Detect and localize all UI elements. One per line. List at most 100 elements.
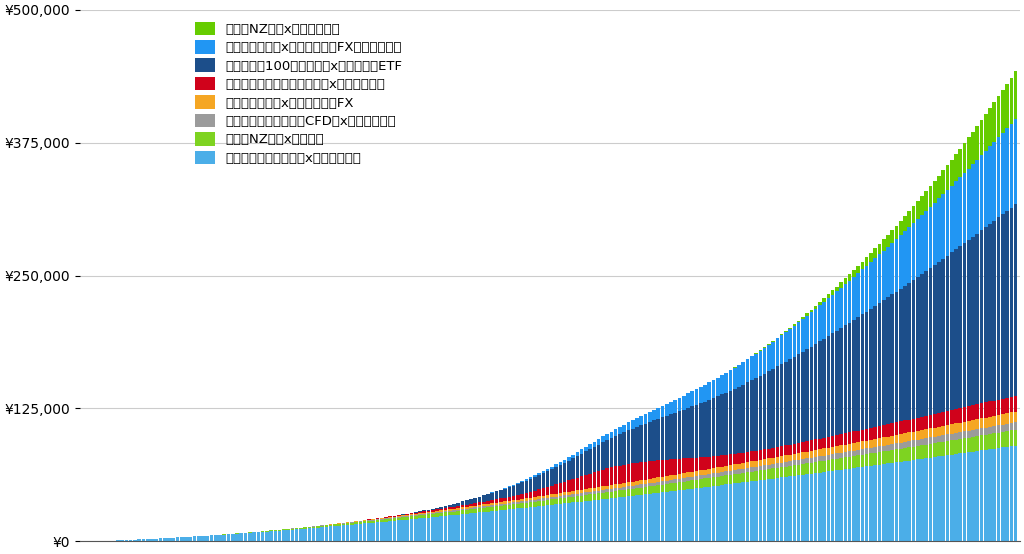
Bar [567, 480, 570, 492]
Bar [648, 479, 651, 483]
Bar [499, 504, 503, 506]
Bar [618, 488, 622, 490]
Bar [763, 480, 766, 541]
Bar [447, 512, 452, 515]
Bar [414, 519, 418, 541]
Bar [236, 534, 239, 541]
Bar [524, 493, 528, 498]
Bar [950, 424, 953, 434]
Bar [980, 418, 983, 428]
Bar [524, 480, 528, 493]
Bar [737, 464, 740, 469]
Bar [486, 511, 489, 541]
Bar [750, 380, 754, 452]
Bar [836, 286, 839, 291]
Bar [593, 472, 596, 488]
Bar [699, 479, 702, 488]
Bar [597, 471, 600, 487]
Bar [775, 337, 779, 338]
Bar [516, 483, 519, 484]
Bar [303, 529, 307, 541]
Bar [644, 487, 647, 494]
Bar [771, 464, 775, 469]
Bar [763, 470, 766, 480]
Bar [184, 537, 187, 541]
Bar [741, 453, 745, 463]
Bar [801, 475, 805, 541]
Bar [899, 220, 902, 235]
Bar [299, 529, 303, 541]
Bar [508, 487, 511, 496]
Bar [678, 411, 681, 459]
Bar [686, 478, 690, 481]
Bar [793, 444, 797, 454]
Bar [593, 447, 596, 472]
Bar [733, 464, 736, 470]
Bar [869, 262, 872, 309]
Bar [741, 384, 745, 453]
Bar [882, 300, 886, 425]
Bar [996, 96, 1000, 137]
Bar [775, 457, 779, 463]
Bar [954, 409, 957, 423]
Bar [865, 257, 868, 266]
Bar [571, 455, 574, 458]
Bar [618, 490, 622, 497]
Bar [631, 496, 635, 541]
Bar [822, 438, 826, 448]
Bar [627, 483, 630, 486]
Bar [907, 433, 911, 441]
Bar [699, 403, 702, 458]
Bar [941, 259, 945, 412]
Bar [520, 508, 524, 541]
Bar [388, 517, 392, 518]
Bar [903, 461, 907, 541]
Bar [703, 402, 707, 457]
Bar [886, 235, 890, 247]
Bar [372, 523, 375, 541]
Bar [822, 455, 826, 461]
Bar [915, 446, 920, 459]
Bar [631, 481, 635, 486]
Bar [882, 464, 886, 541]
Bar [593, 500, 596, 541]
Bar [1010, 208, 1013, 397]
Bar [584, 489, 588, 493]
Bar [435, 514, 439, 517]
Bar [814, 462, 817, 473]
Bar [903, 231, 907, 286]
Bar [793, 357, 797, 444]
Bar [741, 362, 745, 384]
Bar [911, 206, 915, 223]
Bar [605, 440, 609, 468]
Bar [1001, 424, 1005, 432]
Bar [694, 405, 698, 458]
Bar [465, 507, 469, 509]
Bar [771, 458, 775, 464]
Bar [694, 471, 698, 476]
Bar [915, 201, 920, 219]
Bar [840, 458, 843, 470]
Bar [401, 516, 404, 517]
Bar [745, 360, 750, 382]
Bar [423, 515, 426, 518]
Bar [805, 452, 809, 458]
Bar [801, 442, 805, 452]
Bar [167, 538, 171, 541]
Bar [252, 532, 256, 541]
Bar [941, 435, 945, 442]
Bar [499, 499, 503, 502]
Bar [575, 502, 580, 541]
Bar [563, 498, 566, 504]
Bar [801, 319, 805, 352]
Bar [312, 526, 315, 528]
Bar [443, 510, 447, 511]
Bar [886, 297, 890, 424]
Bar [380, 518, 384, 519]
Bar [686, 393, 690, 408]
Bar [503, 497, 507, 501]
Bar [469, 499, 473, 504]
Bar [674, 413, 677, 459]
Bar [567, 497, 570, 503]
Bar [524, 501, 528, 502]
